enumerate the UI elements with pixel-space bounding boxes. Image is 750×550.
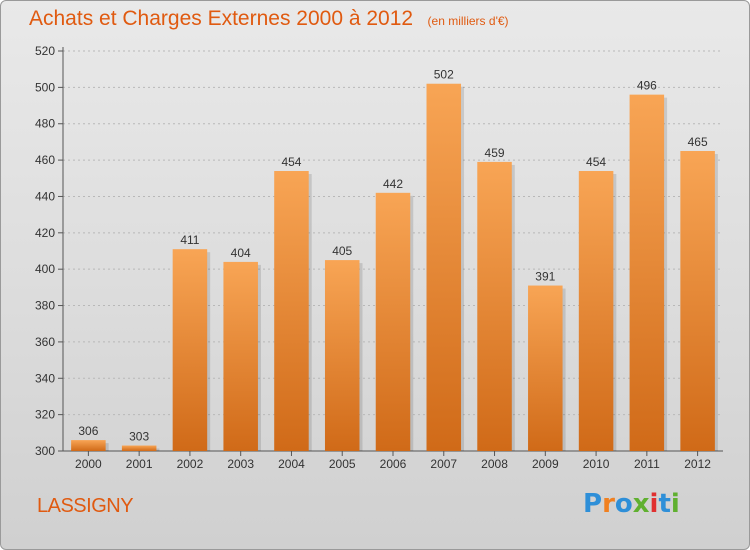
bar-value-label: 391 [535,270,555,284]
x-tick-label: 2009 [532,457,559,471]
y-tick-label: 520 [35,44,55,58]
chart-title: Achats et Charges Externes 2000 à 2012 [29,7,414,30]
x-tick-label: 2000 [75,457,102,471]
bar[interactable] [528,285,563,451]
bar[interactable] [477,161,512,451]
x-tick-label: 2002 [177,457,204,471]
bar-value-label: 454 [586,155,606,169]
bars [71,83,718,452]
data-labels: 306 303 411 404 454 405 442 502 459 391 454 496 465 [78,68,708,444]
x-tick-label: 2003 [227,457,254,471]
chart-subtitle: (en milliers d'€) [427,14,509,28]
bar[interactable] [324,260,360,451]
bar[interactable] [629,94,665,452]
logo-letter: i [649,489,659,519]
bar[interactable] [578,171,614,451]
x-tick-label: 2007 [430,457,457,471]
y-tick-label: 300 [35,444,55,458]
bar[interactable] [172,249,208,451]
bar[interactable] [71,440,106,451]
bar[interactable] [375,192,411,451]
bar-value-label: 496 [637,79,657,93]
axes: 300 320 340 360 380 400 420 440 460 480 500 520 2000… [35,44,723,471]
x-tick-label: 2011 [634,457,660,471]
place-name: LASSIGNY [37,495,134,517]
bar[interactable] [680,151,715,451]
logo-letter: P [583,489,603,519]
logo-letter: o [614,489,633,519]
y-tick-label: 500 [35,80,55,94]
y-tick-label: 340 [35,371,55,385]
x-tick-label: 2004 [278,457,305,471]
x-tick-label: 2005 [329,457,356,471]
x-tick-label: 2010 [583,457,610,471]
bar-value-label: 465 [688,135,708,149]
bar-value-label: 442 [383,177,403,191]
bar-value-label: 303 [129,430,149,444]
bar-value-label: 404 [231,246,251,260]
y-tick-label: 380 [35,299,55,313]
bar[interactable] [274,171,309,451]
y-tick-label: 320 [35,408,55,422]
x-tick-label: 2012 [684,457,711,471]
bar-value-label: 306 [78,424,98,438]
y-tick-label: 400 [35,262,55,276]
logo-letter: x [632,489,650,519]
bar[interactable] [121,445,157,451]
proxiti-logo[interactable]: Proxiti [583,489,680,519]
y-tick-label: 460 [35,153,55,167]
logo-letter: t [658,489,671,519]
bar-value-label: 502 [434,68,454,82]
y-tick-label: 480 [35,117,55,131]
title-row: Achats et Charges Externes 2000 à 2012 (… [29,7,509,31]
x-tick-label: 2001 [126,457,153,471]
y-tick-label: 360 [35,335,55,349]
y-tick-label: 440 [35,189,55,203]
bar[interactable] [223,261,258,451]
bar-value-label: 411 [180,233,199,247]
x-tick-label: 2006 [380,457,407,471]
y-tick-label: 420 [35,226,55,240]
bar-value-label: 405 [332,244,352,258]
logo-letter: r [602,489,615,519]
bar[interactable] [426,83,462,452]
x-tick-label: 2008 [481,457,508,471]
bar-value-label: 454 [281,155,301,169]
logo-letter: i [670,489,680,519]
bar-value-label: 459 [485,146,505,160]
